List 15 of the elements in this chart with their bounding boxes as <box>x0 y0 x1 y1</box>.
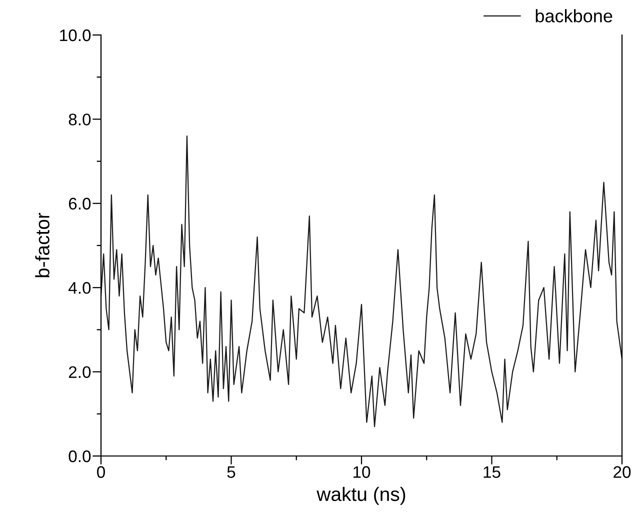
legend-label: backbone <box>536 9 612 22</box>
y-tick-label: 0.0 <box>68 450 91 462</box>
y-tick-label: 4.0 <box>68 282 91 294</box>
y-axis-title: b-factor <box>35 212 50 278</box>
x-tick-label: 15 <box>484 466 500 478</box>
x-tick-label: 5 <box>227 466 236 478</box>
x-tick-label: 10 <box>354 466 370 478</box>
y-tick-label: 2.0 <box>68 366 91 378</box>
x-axis-title: waktu (ns) <box>316 486 406 505</box>
y-tick-label: 8.0 <box>68 114 91 126</box>
x-tick-label: 20 <box>614 466 631 478</box>
x-tick-label: 0 <box>97 466 105 478</box>
line-series <box>101 135 622 428</box>
y-tick-label: 6.0 <box>68 198 91 210</box>
y-tick-label: 10.0 <box>60 29 91 42</box>
